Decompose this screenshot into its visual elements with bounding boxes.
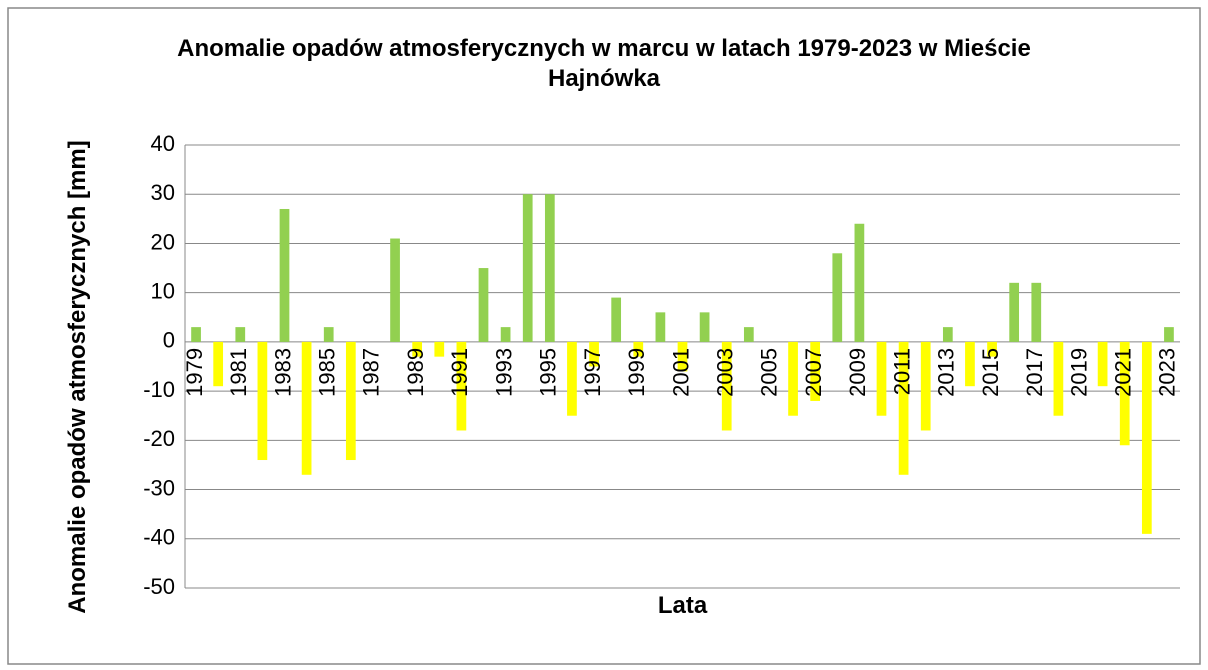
bar (1164, 327, 1174, 342)
bar (898, 341, 909, 475)
x-tick-label: 1993 (491, 348, 516, 397)
bar (456, 341, 467, 431)
bar (611, 297, 622, 342)
x-tick-label: 2007 (801, 348, 826, 397)
bar (655, 312, 666, 342)
x-tick-label: 2021 (1111, 348, 1136, 397)
bar (345, 341, 356, 461)
bar (522, 194, 533, 342)
y-tick-label: -40 (143, 525, 175, 550)
bar (633, 341, 644, 357)
bar (854, 223, 865, 342)
bar (567, 341, 577, 416)
x-tick-label: 1983 (270, 348, 295, 397)
x-tick-label: 2023 (1155, 348, 1180, 397)
bar (1119, 341, 1130, 446)
bar (191, 327, 201, 342)
x-tick-label: 2011 (889, 348, 914, 395)
bar (412, 341, 423, 357)
x-tick-label: 1989 (403, 348, 428, 397)
x-tick-label: 2009 (845, 348, 870, 397)
y-tick-label: 20 (151, 229, 175, 254)
bar (788, 341, 798, 416)
bar (743, 327, 754, 342)
bar (1097, 341, 1108, 387)
bar (721, 341, 732, 431)
bar (257, 341, 268, 461)
bar (301, 341, 312, 475)
bar (677, 341, 688, 372)
x-tick-label: 1995 (536, 348, 561, 397)
bar (1141, 341, 1152, 534)
bar (987, 341, 997, 357)
x-tick-label: 1999 (624, 348, 649, 397)
bar (279, 208, 290, 342)
bar (942, 327, 953, 342)
bar (589, 341, 599, 367)
bar (544, 194, 555, 342)
x-tick-label: 2019 (1066, 348, 1091, 397)
x-tick-label: 1997 (580, 348, 605, 397)
chart-title: Anomalie opadów atmosferycznych w marcu … (177, 35, 1031, 92)
bar (235, 327, 246, 342)
x-tick-label: 2001 (668, 348, 693, 397)
bar (699, 312, 710, 342)
y-tick-label: 40 (151, 131, 175, 156)
bar (1031, 282, 1042, 342)
y-tick-label: 0 (163, 328, 175, 353)
chart-border (7, 7, 1201, 665)
x-tick-label: 1985 (315, 348, 340, 397)
y-tick-label: 30 (151, 180, 175, 205)
bar (478, 268, 489, 342)
y-tick-label: 10 (151, 278, 175, 303)
x-tick-label: 2013 (934, 348, 959, 397)
x-tick-label: 1981 (226, 348, 251, 397)
x-tick-label: 2005 (757, 348, 782, 397)
bar (1053, 341, 1064, 416)
x-tick-label: 2017 (1022, 348, 1047, 397)
bar (876, 341, 887, 416)
x-tick-label: 1987 (359, 348, 384, 397)
bar (500, 327, 511, 342)
x-tick-label: 2003 (713, 348, 738, 397)
x-tick-label: 1991 (447, 348, 472, 397)
bar (832, 253, 843, 342)
y-tick-label: -20 (143, 426, 175, 451)
bar (920, 341, 931, 431)
bar (323, 327, 334, 342)
bar (810, 341, 821, 401)
x-tick-label: 1979 (182, 348, 207, 397)
y-axis-label: Anomalie opadów atmosferycznych [mm] (64, 140, 91, 614)
x-axis-label: Lata (657, 592, 708, 619)
bar (390, 238, 400, 342)
bar (1009, 282, 1020, 342)
bar (434, 341, 445, 357)
y-tick-label: -10 (143, 377, 175, 402)
bar (965, 341, 975, 387)
y-tick-label: -50 (143, 574, 175, 599)
bar (213, 341, 224, 387)
x-tick-label: 2015 (978, 348, 1003, 397)
y-tick-label: -30 (143, 475, 175, 500)
